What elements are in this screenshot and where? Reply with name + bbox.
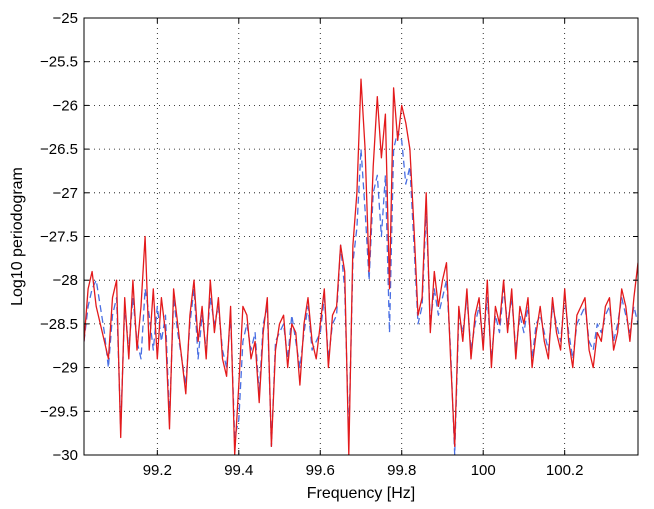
y-tick-label: −27.5 xyxy=(40,229,78,246)
y-axis-label: Log10 periodogram xyxy=(9,167,26,306)
series-layer xyxy=(84,78,638,455)
x-axis-label: Frequency [Hz] xyxy=(307,485,415,502)
y-tick-label: −30 xyxy=(53,447,78,464)
series-line-dashed xyxy=(84,130,638,455)
y-tick-label: −29 xyxy=(53,360,78,377)
x-tick-label: 99.2 xyxy=(143,462,172,479)
y-tick-label: −28 xyxy=(53,272,78,289)
x-tick-label: 99.8 xyxy=(387,462,416,479)
x-tick-label: 100 xyxy=(471,462,496,479)
y-tick-label: −25.5 xyxy=(40,54,78,71)
y-tick-label: −27 xyxy=(53,185,78,202)
series-line-solid xyxy=(84,78,638,455)
y-tick-label: −29.5 xyxy=(40,403,78,420)
y-tick-label: −26.5 xyxy=(40,141,78,158)
y-tick-label: −28.5 xyxy=(40,316,78,333)
x-tick-label: 100.2 xyxy=(546,462,584,479)
y-tick-label: −26 xyxy=(53,97,78,114)
tick-layer: 99.2 99.4 99.6 99.8 100 100.2 −25 −25.5 −26 −26.5… xyxy=(40,10,638,479)
x-tick-label: 99.6 xyxy=(306,462,335,479)
y-tick-label: −25 xyxy=(53,10,78,27)
x-tick-label: 99.4 xyxy=(224,462,253,479)
